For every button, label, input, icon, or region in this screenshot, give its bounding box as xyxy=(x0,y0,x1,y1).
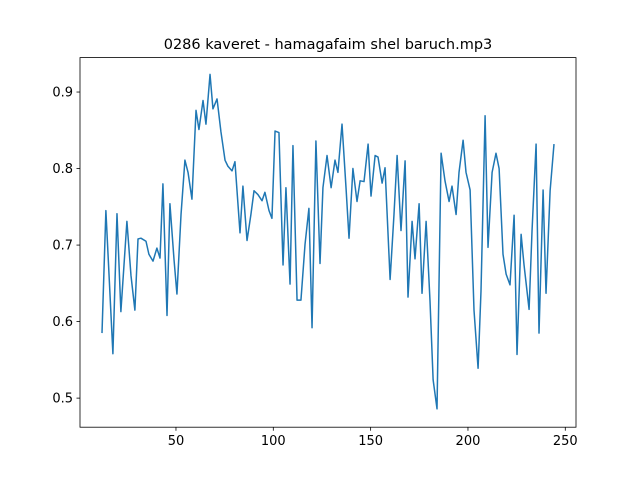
y-tick-label: 0.6 xyxy=(52,315,73,330)
y-tick-label: 0.7 xyxy=(52,239,73,254)
x-tick-label: 50 xyxy=(168,434,185,449)
x-tick-label: 200 xyxy=(456,434,481,449)
x-tick-label: 100 xyxy=(261,434,286,449)
data-line xyxy=(101,73,555,410)
chart-title: 0286 kaveret - hamagafaim shel baruch.mp… xyxy=(164,37,493,53)
x-tick-label: 250 xyxy=(553,434,578,449)
y-tick-label: 0.8 xyxy=(52,162,73,177)
x-tick-label: 150 xyxy=(358,434,383,449)
y-tick-label: 0.5 xyxy=(52,392,73,407)
y-tick-label: 0.9 xyxy=(52,86,73,101)
axes-frame xyxy=(79,57,577,428)
